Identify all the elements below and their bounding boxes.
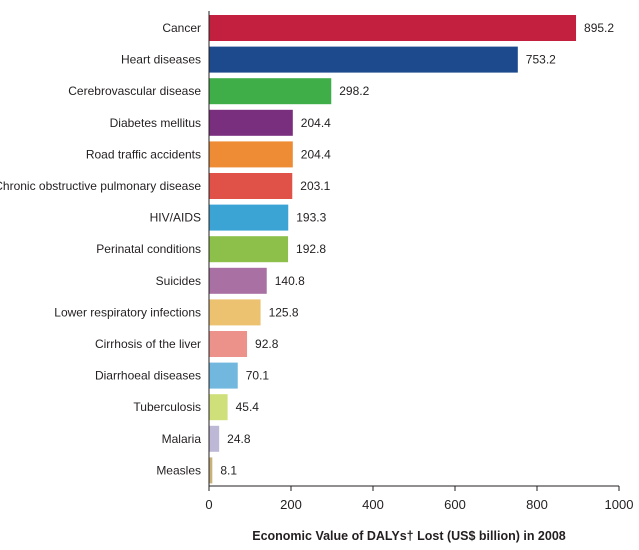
x-tick-label-4: 800 <box>526 497 548 512</box>
bar-8 <box>209 267 267 294</box>
x-tick-label-2: 400 <box>362 497 384 512</box>
value-label-8: 140.8 <box>275 274 305 288</box>
value-label-7: 192.8 <box>296 242 326 256</box>
category-label-10: Cirrhosis of the liver <box>95 337 201 351</box>
x-tick-label-0: 0 <box>205 497 212 512</box>
bars-group <box>209 15 577 484</box>
value-label-6: 193.3 <box>296 211 326 225</box>
value-label-2: 298.2 <box>339 84 369 98</box>
x-ticks-group: 0 200 400 600 800 1000 <box>205 486 633 512</box>
bar-6 <box>209 204 289 231</box>
bar-5 <box>209 173 293 199</box>
bar-3 <box>209 109 293 136</box>
bar-12 <box>209 394 228 421</box>
category-label-13: Malaria <box>162 432 202 446</box>
category-label-0: Cancer <box>162 21 201 35</box>
category-label-11: Diarrhoeal diseases <box>95 369 201 383</box>
value-labels-group: 895.2 753.2 298.2 204.4 204.4 203.1 193.3 192.8… <box>220 21 614 477</box>
value-label-4: 204.4 <box>301 147 331 161</box>
category-label-1: Heart diseases <box>121 53 201 67</box>
value-label-3: 204.4 <box>301 116 331 130</box>
value-label-9: 125.8 <box>269 305 299 319</box>
bar-11 <box>209 362 238 389</box>
category-label-9: Lower respiratory infections <box>54 305 201 319</box>
category-label-6: HIV/AIDS <box>150 211 201 225</box>
x-tick-label-5: 1000 <box>605 497 634 512</box>
category-label-2: Cerebrovascular disease <box>68 84 201 98</box>
value-label-5: 203.1 <box>300 179 330 193</box>
category-labels-group: Cancer Heart diseases Cerebrovascular dise… <box>0 21 201 477</box>
category-label-12: Tuberculosis <box>133 400 201 414</box>
x-axis-title: Economic Value of DALYs† Lost (US$ billi… <box>252 529 566 543</box>
x-tick-label-3: 600 <box>444 497 466 512</box>
category-label-3: Diabetes mellitus <box>110 116 201 130</box>
bar-7 <box>209 236 289 263</box>
value-label-11: 70.1 <box>246 369 270 383</box>
bar-10 <box>209 331 248 357</box>
value-label-0: 895.2 <box>584 21 614 35</box>
value-label-1: 753.2 <box>526 53 556 67</box>
bar-1 <box>209 46 518 73</box>
x-tick-label-1: 200 <box>280 497 302 512</box>
bar-2 <box>209 78 332 105</box>
value-label-14: 8.1 <box>220 463 237 477</box>
value-label-10: 92.8 <box>255 337 279 351</box>
x-axis: 0 200 400 600 800 1000 <box>205 11 633 512</box>
value-label-12: 45.4 <box>236 400 260 414</box>
category-label-14: Measles <box>156 463 201 477</box>
bar-9 <box>209 299 261 326</box>
category-label-8: Suicides <box>156 274 201 288</box>
bar-4 <box>209 141 293 168</box>
bar-14 <box>209 457 213 484</box>
bar-0 <box>209 15 577 41</box>
bar-13 <box>209 425 220 452</box>
value-label-13: 24.8 <box>227 432 251 446</box>
category-label-4: Road traffic accidents <box>86 147 201 161</box>
category-label-5: Chronic obstructive pulmonary disease <box>0 179 201 193</box>
category-label-7: Perinatal conditions <box>96 242 201 256</box>
